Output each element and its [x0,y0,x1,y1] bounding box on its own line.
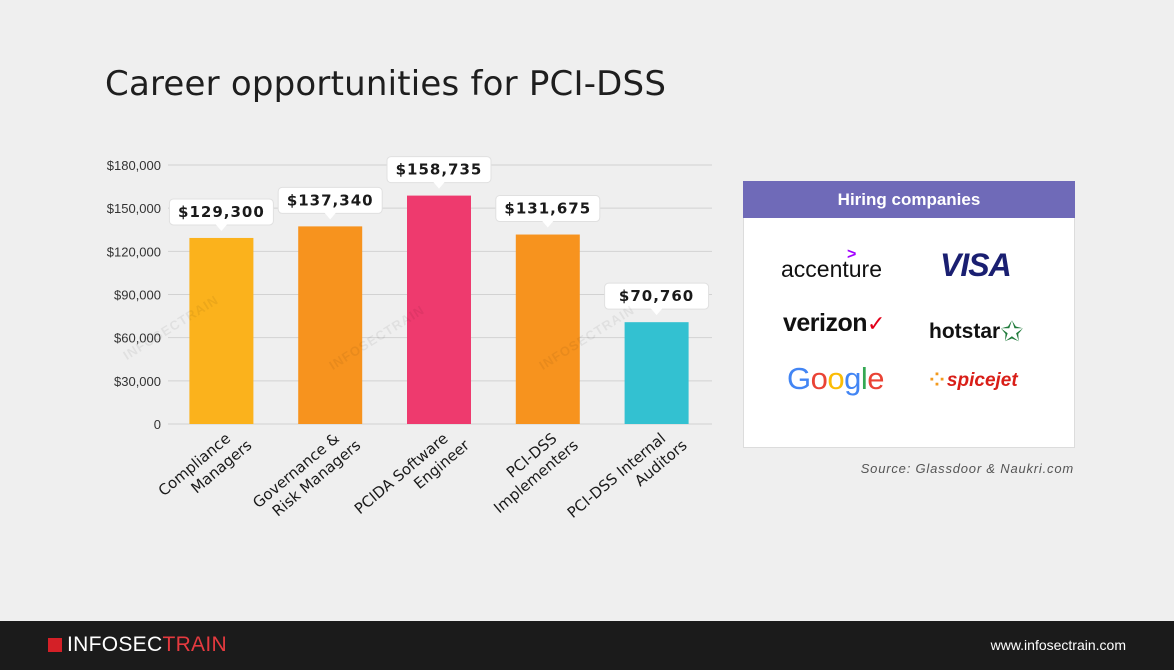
data-label: $70,760 [619,287,694,305]
google-letter: l [860,361,868,396]
google-letter: g [844,361,861,396]
accenture-arrow-icon: > [847,246,857,263]
spicejet-logo: ⁘ spicejet [929,369,1018,392]
data-label: $129,300 [178,203,265,221]
verizon-logo-text: verizon [783,309,868,337]
data-label-pointer [324,212,337,220]
brand-logo: INFOSECTRAIN [48,633,227,657]
source-note: Source: Glassdoor & Naukri.com [860,461,1074,476]
google-letter: o [810,361,828,396]
y-tick-label: $180,000 [107,158,161,173]
google-logo: Google [787,361,885,397]
x-tick-label: PCI-DSSImplementers [478,421,582,517]
spicejet-logo-text: spicejet [946,370,1018,391]
data-label-pointer [215,223,228,231]
x-tick-label: Governance &Risk Managers [249,421,364,526]
verizon-check-icon: ✓ [867,311,885,336]
data-label-pointer [541,220,554,228]
footer: INFOSECTRAIN www.infosectrain.com [0,621,1174,670]
y-tick-label: 0 [154,417,161,432]
website-link[interactable]: www.infosectrain.com [990,637,1126,653]
hotstar-logo: hotstar✩ [929,312,1024,347]
brand-mark-icon [48,638,62,652]
hotstar-logo-text: hotstar [929,320,1001,343]
y-tick-label: $120,000 [107,244,161,259]
y-tick-label: $90,000 [114,288,161,303]
bar [515,234,580,424]
y-tick-label: $30,000 [114,374,161,389]
hotstar-star-icon: ✩ [1000,316,1024,347]
x-tick-label: PCIDA SoftwareEngineer [351,421,474,532]
google-letter: e [867,361,885,396]
x-tick-label: PCI-DSS InternalAuditors [564,421,691,536]
hiring-companies-header: Hiring companies [743,181,1075,218]
bar [189,237,254,424]
spicejet-dots-icon: ⁘ [929,370,945,391]
google-letter: o [827,361,845,396]
bar [298,226,363,424]
google-letter: G [787,361,811,396]
page-title: Career opportunities for PCI-DSS [105,64,667,104]
accenture-logo: > accenture [781,246,883,283]
data-label-pointer [650,308,663,316]
y-tick-label: $150,000 [107,201,161,216]
bar [407,195,471,424]
brand-name-b: TRAIN [162,633,227,656]
data-label: $158,735 [396,161,483,179]
brand-name-a: INFOSEC [67,633,163,656]
accenture-logo-text: accenture [781,256,883,282]
hiring-companies-panel [743,181,1075,448]
data-label: $137,340 [287,191,374,209]
data-label: $131,675 [504,200,591,218]
y-tick-label: $60,000 [114,331,161,346]
visa-logo: VISA [940,247,1012,283]
bar-chart: 0 $30,000 $60,000 $90,000 $120,000 $150,000 $1… [107,156,712,536]
bar [624,322,689,424]
data-label-pointer [433,181,445,189]
verizon-logo: verizon✓ [783,309,885,338]
x-tick-label: ComplianceManagers [155,421,256,514]
